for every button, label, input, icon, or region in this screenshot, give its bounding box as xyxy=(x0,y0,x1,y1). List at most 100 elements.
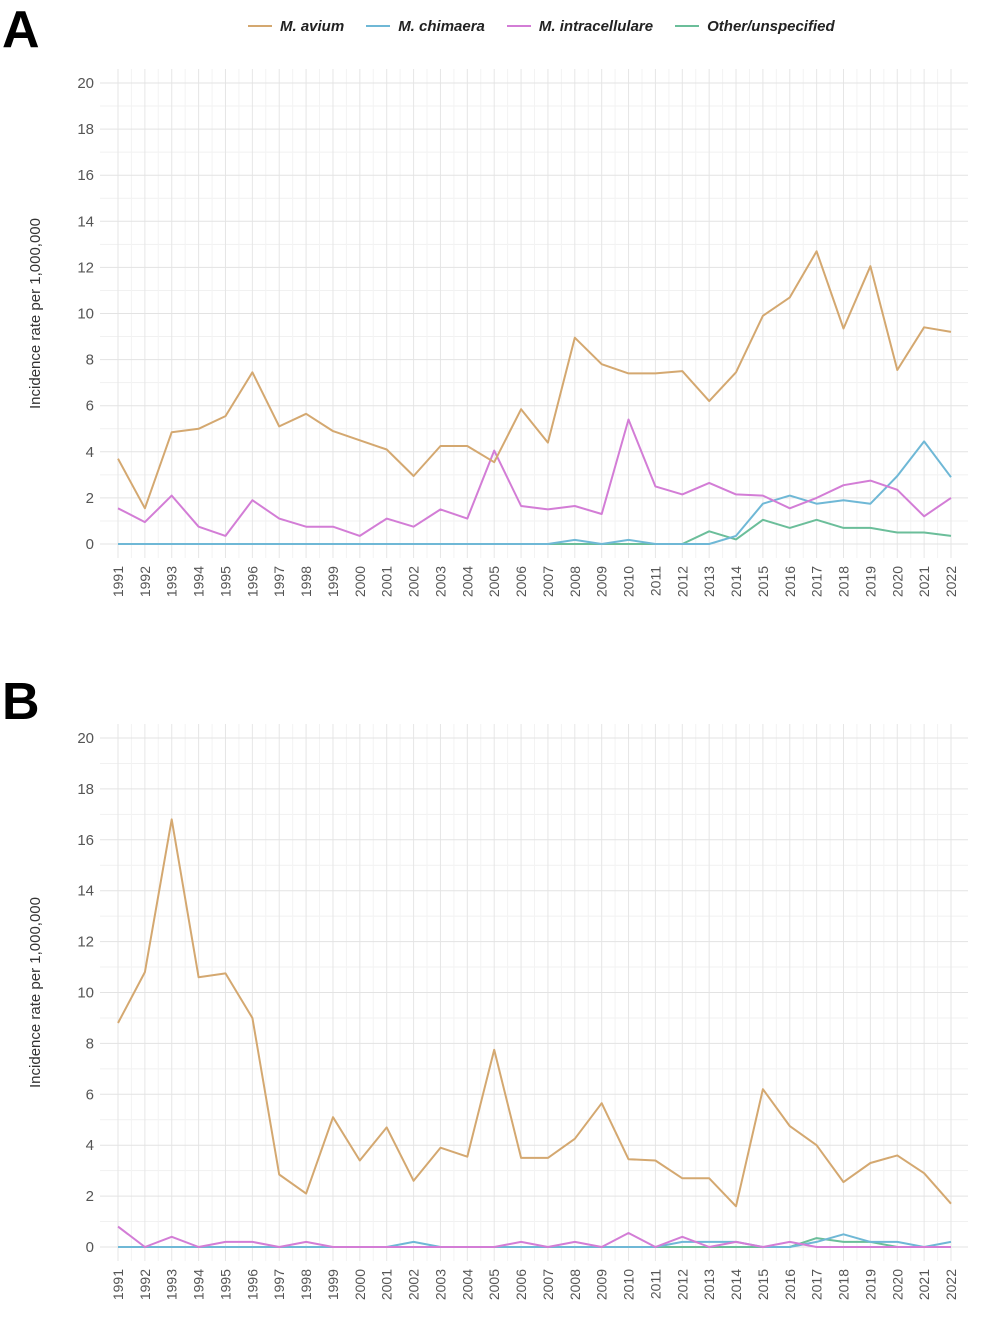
series-line-m-chimaera xyxy=(118,440,952,545)
y-tick-label: 2 xyxy=(86,490,94,507)
y-tick-label: 14 xyxy=(77,883,94,900)
y-tick-label: 6 xyxy=(86,1086,94,1103)
x-tick-label: 2014 xyxy=(728,1269,744,1300)
series-line-m-chimaera xyxy=(118,1233,952,1248)
legend-label: M. intracellulare xyxy=(538,17,654,35)
x-tick-label: 1996 xyxy=(244,566,260,597)
x-tick-label: 1992 xyxy=(137,1269,153,1300)
x-tick-label: 2019 xyxy=(862,1269,878,1300)
x-tick-label: 2007 xyxy=(540,1269,556,1300)
x-tick-label: 2018 xyxy=(836,566,852,597)
series-line-m-intracellulare xyxy=(117,418,952,537)
x-tick-label: 2007 xyxy=(540,566,556,597)
y-axis-title: Incidence rate per 1,000,000 xyxy=(27,218,44,409)
x-tick-label: 2001 xyxy=(379,566,395,597)
x-tick-label: 2018 xyxy=(836,1269,852,1300)
y-tick-label: 4 xyxy=(86,444,94,461)
x-tick-label: 2016 xyxy=(782,1269,798,1300)
x-tick-label: 2013 xyxy=(701,566,717,597)
x-tick-label: 2014 xyxy=(728,566,744,597)
legend-item: M. avium xyxy=(248,18,344,35)
y-tick-label: 2 xyxy=(86,1188,94,1205)
panel-a-label: A xyxy=(2,1,40,59)
x-tick-label: 2012 xyxy=(674,566,690,597)
y-tick-label: 20 xyxy=(77,730,94,747)
legend-item: M. chimaera xyxy=(366,18,485,35)
x-tick-label: 2013 xyxy=(701,1269,717,1300)
x-tick-label: 2022 xyxy=(943,1269,959,1300)
x-tick-label: 2000 xyxy=(352,1269,368,1300)
legend-swatch xyxy=(366,25,391,27)
x-tick-label: 2020 xyxy=(889,566,905,597)
x-tick-label: 1993 xyxy=(164,566,180,597)
x-tick-label: 1998 xyxy=(298,1269,314,1300)
x-tick-label: 1995 xyxy=(217,1269,233,1300)
x-tick-label: 1995 xyxy=(217,566,233,597)
x-tick-label: 2021 xyxy=(916,566,932,597)
x-tick-label: 2011 xyxy=(647,1269,663,1299)
x-tick-label: 2006 xyxy=(513,1269,529,1300)
y-tick-label: 0 xyxy=(86,1239,94,1256)
x-tick-label: 1991 xyxy=(110,566,126,597)
x-tick-label: 2017 xyxy=(809,566,825,597)
legend-item: M. intracellulare xyxy=(506,17,654,35)
y-tick-label: 16 xyxy=(77,832,94,849)
x-tick-label: 2022 xyxy=(943,566,959,597)
legend-swatch xyxy=(248,25,272,27)
x-tick-label: 1999 xyxy=(325,1269,341,1300)
y-tick-label: 18 xyxy=(77,121,94,138)
x-tick-label: 2006 xyxy=(513,566,529,597)
chart-legend: M. avium M. chimaera M. intracellulare Othe… xyxy=(248,15,857,37)
x-tick-label: 2020 xyxy=(889,1269,905,1300)
legend-label: M. chimaera xyxy=(398,17,485,35)
x-tick-label: 2010 xyxy=(621,566,637,597)
y-tick-label: 16 xyxy=(77,167,94,184)
x-tick-label: 1998 xyxy=(298,566,314,597)
x-tick-label: 1997 xyxy=(271,566,287,597)
series-line-m-intracellulare xyxy=(117,1225,951,1248)
x-tick-label: 2015 xyxy=(755,566,771,597)
x-tick-label: 2004 xyxy=(459,566,475,597)
x-tick-label: 2009 xyxy=(594,1269,610,1300)
y-tick-label: 8 xyxy=(86,1035,94,1052)
y-tick-label: 12 xyxy=(77,934,94,951)
x-tick-label: 2012 xyxy=(674,1269,690,1300)
x-tick-label: 2010 xyxy=(621,1269,637,1300)
y-tick-label: 18 xyxy=(77,781,94,798)
y-tick-label: 6 xyxy=(86,398,94,415)
x-tick-label: 2017 xyxy=(809,1269,825,1300)
y-tick-label: 10 xyxy=(77,306,94,323)
legend-label: M. avium xyxy=(280,17,345,35)
series-line-m-avium xyxy=(117,250,952,510)
x-tick-label: 2005 xyxy=(486,566,502,597)
y-tick-label: 8 xyxy=(86,352,94,369)
chart-panel-a: 0 2 4 6 8 10 12 14 16 18 20 1991 1992 1993 1994 1995 199… xyxy=(27,69,968,597)
x-tick-label: 2000 xyxy=(352,566,368,597)
x-tick-label: 2002 xyxy=(406,1269,422,1300)
x-tick-label: 1996 xyxy=(244,1269,260,1300)
x-tick-label: 1994 xyxy=(191,566,207,597)
x-tick-label: 2016 xyxy=(782,566,798,597)
x-tick-label: 2004 xyxy=(459,1269,475,1300)
x-tick-label: 2009 xyxy=(594,566,610,597)
x-tick-label: 2001 xyxy=(379,1269,395,1300)
x-tick-label: 2005 xyxy=(486,1269,502,1300)
x-tick-label: 1993 xyxy=(164,1269,180,1300)
x-tick-label: 2021 xyxy=(916,1269,932,1300)
x-tick-label: 1992 xyxy=(137,566,153,597)
x-tick-label: 2003 xyxy=(432,566,448,597)
y-tick-label: 4 xyxy=(86,1137,94,1154)
x-tick-label: 1991 xyxy=(110,1269,126,1300)
x-tick-label: 1997 xyxy=(271,1269,287,1300)
x-tick-label: 2008 xyxy=(567,1269,583,1300)
x-tick-label: 2019 xyxy=(862,566,878,597)
panel-b-label: B xyxy=(2,673,40,731)
x-tick-label: 2011 xyxy=(647,566,663,596)
y-axis-title: Incidence rate per 1,000,000 xyxy=(27,897,44,1088)
x-tick-label: 2003 xyxy=(432,1269,448,1300)
legend-item: Other/unspecified xyxy=(675,18,835,35)
y-tick-label: 0 xyxy=(86,536,94,553)
x-tick-label: 1994 xyxy=(191,1269,207,1300)
x-tick-label: 2002 xyxy=(406,566,422,597)
